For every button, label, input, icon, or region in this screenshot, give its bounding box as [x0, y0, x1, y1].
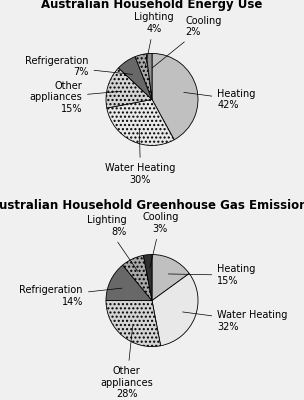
- Wedge shape: [106, 300, 161, 346]
- Text: Lighting
4%: Lighting 4%: [134, 12, 174, 68]
- Wedge shape: [152, 254, 189, 300]
- Wedge shape: [123, 255, 152, 300]
- Text: Heating
15%: Heating 15%: [168, 264, 256, 286]
- Wedge shape: [146, 54, 152, 100]
- Text: Refrigeration
14%: Refrigeration 14%: [19, 285, 122, 307]
- Wedge shape: [106, 68, 152, 108]
- Text: Other
appliances
15%: Other appliances 15%: [29, 80, 120, 114]
- Wedge shape: [135, 54, 152, 100]
- Wedge shape: [152, 54, 198, 140]
- Text: Lighting
8%: Lighting 8%: [87, 216, 138, 271]
- Wedge shape: [106, 265, 152, 300]
- Wedge shape: [107, 100, 174, 146]
- Text: Water Heating
32%: Water Heating 32%: [183, 310, 288, 332]
- Title: Australian Household Energy Use: Australian Household Energy Use: [41, 0, 263, 11]
- Wedge shape: [152, 274, 198, 346]
- Text: Cooling
2%: Cooling 2%: [152, 16, 222, 68]
- Text: Other
appliances
28%: Other appliances 28%: [100, 326, 153, 399]
- Text: Heating
42%: Heating 42%: [184, 89, 256, 110]
- Text: Cooling
3%: Cooling 3%: [142, 212, 178, 268]
- Text: Refrigeration
7%: Refrigeration 7%: [25, 56, 133, 77]
- Title: Australian Household Greenhouse Gas Emissions: Australian Household Greenhouse Gas Emis…: [0, 199, 304, 212]
- Wedge shape: [119, 57, 152, 100]
- Wedge shape: [143, 254, 152, 300]
- Text: Water Heating
30%: Water Heating 30%: [105, 129, 176, 184]
